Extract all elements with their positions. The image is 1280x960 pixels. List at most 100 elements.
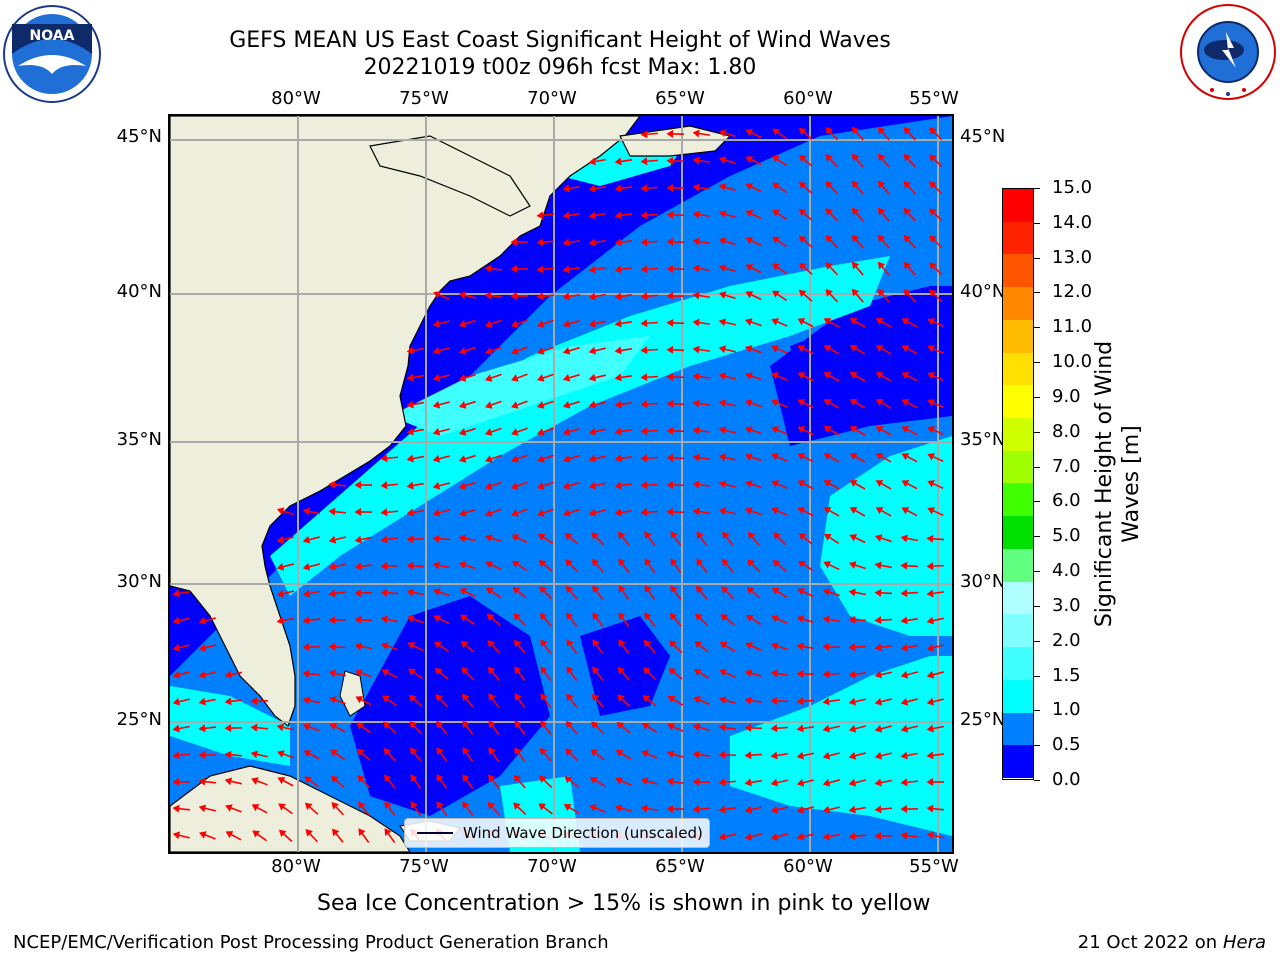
- wave-arrow: [410, 774, 422, 789]
- wave-arrow: [566, 666, 578, 681]
- wave-arrow: [250, 697, 269, 706]
- colorbar-tick-label: 15.0: [1052, 177, 1093, 198]
- wave-arrow: [666, 777, 685, 786]
- wave-arrow: [618, 612, 630, 627]
- wave-arrow: [458, 291, 476, 300]
- wave-arrow: [588, 319, 606, 328]
- wave-arrow: [406, 481, 425, 490]
- wave-arrow: [746, 586, 761, 599]
- wave-arrow: [641, 723, 658, 733]
- wave-arrow: [745, 210, 762, 220]
- wave-arrow: [588, 211, 607, 220]
- wave-arrow: [877, 153, 890, 168]
- wave-arrow: [848, 778, 866, 787]
- wave-arrow: [718, 129, 736, 138]
- lon-label-top-60w: 60°W: [783, 88, 833, 109]
- wave-arrow: [328, 480, 347, 489]
- wave-arrow: [718, 183, 736, 192]
- wave-arrow: [719, 669, 736, 679]
- wave-arrow: [328, 642, 347, 651]
- wave-arrow: [770, 751, 789, 760]
- wave-arrow: [172, 643, 190, 652]
- wave-arrow: [744, 723, 763, 732]
- wave-arrow: [692, 453, 711, 462]
- wave-arrow: [380, 615, 399, 624]
- colorbar-tick-mark: [1034, 396, 1040, 398]
- wave-arrow: [797, 372, 814, 382]
- wave-arrow: [302, 562, 320, 571]
- wave-arrow: [434, 641, 450, 653]
- wave-arrow: [744, 453, 762, 462]
- wave-arrow: [745, 129, 762, 139]
- wave-arrow: [926, 751, 945, 760]
- wave-arrow: [797, 588, 814, 598]
- wave-arrow: [588, 292, 607, 301]
- wave-arrow: [696, 531, 708, 546]
- wave-arrow: [539, 747, 552, 762]
- wave-arrow: [461, 667, 475, 681]
- wave-arrow: [823, 480, 840, 490]
- wave-arrow: [848, 805, 867, 814]
- wave-arrow: [744, 480, 762, 489]
- wave-arrow: [224, 670, 243, 679]
- wave-arrow: [536, 346, 554, 355]
- wave-arrow: [903, 234, 916, 249]
- wave-arrow: [614, 319, 633, 328]
- wave-arrow: [692, 264, 711, 273]
- wave-arrow: [432, 373, 450, 382]
- colorbar-tick-label: 1.5: [1052, 664, 1081, 686]
- wave-arrow: [251, 804, 268, 814]
- wave-arrow: [354, 669, 372, 678]
- wave-arrow: [718, 399, 736, 408]
- wave-arrow: [354, 507, 373, 516]
- wave-arrow: [484, 346, 502, 355]
- wave-arrow: [874, 670, 892, 679]
- wave-arrow: [666, 804, 685, 813]
- wave-arrow: [770, 724, 789, 733]
- wave-arrow: [666, 291, 685, 300]
- wave-arrow: [358, 828, 370, 843]
- wave-arrow: [354, 615, 373, 624]
- wave-arrow: [458, 481, 476, 490]
- wave-arrow: [640, 454, 659, 463]
- wave-arrow: [692, 805, 711, 814]
- graticule: [170, 116, 952, 852]
- footer-host: Hera: [1222, 932, 1266, 953]
- colorbar-segment: [1003, 287, 1033, 320]
- wave-arrow: [929, 127, 943, 141]
- wave-arrow: [380, 454, 399, 463]
- wave-arrow: [667, 723, 684, 732]
- wave-arrow: [588, 346, 606, 355]
- wave-arrow: [666, 750, 684, 759]
- wave-arrow: [384, 801, 396, 816]
- wave-arrow: [512, 586, 527, 599]
- wave-arrow: [198, 804, 216, 813]
- wave-arrow: [617, 694, 631, 708]
- wave-arrow: [435, 720, 448, 735]
- wave-arrow: [511, 560, 528, 572]
- wave-arrow: [302, 669, 321, 678]
- wave-arrow: [564, 532, 579, 545]
- colorbar-segment: [1003, 254, 1033, 288]
- wave-arrow: [331, 801, 345, 816]
- wave-arrow: [514, 666, 526, 681]
- wave-arrow: [614, 508, 633, 517]
- wave-arrow: [926, 616, 944, 625]
- wave-arrow: [796, 751, 814, 760]
- wave-arrow: [718, 291, 736, 300]
- wave-arrow: [588, 184, 607, 193]
- wave-arrow: [848, 588, 867, 597]
- wave-arrow: [539, 612, 552, 627]
- wave-arrow: [798, 532, 813, 545]
- wave-arrow: [406, 400, 425, 409]
- wave-arrow: [406, 454, 425, 463]
- colorbar-segment: [1003, 189, 1033, 222]
- wave-arrow: [903, 126, 916, 141]
- wave-arrow: [718, 723, 737, 732]
- wave-arrow: [848, 643, 867, 652]
- wave-arrow: [458, 561, 476, 570]
- wave-arrow: [874, 778, 893, 787]
- wave-arrow: [877, 261, 890, 276]
- wave-arrow: [383, 748, 397, 762]
- wave-arrow: [848, 670, 867, 679]
